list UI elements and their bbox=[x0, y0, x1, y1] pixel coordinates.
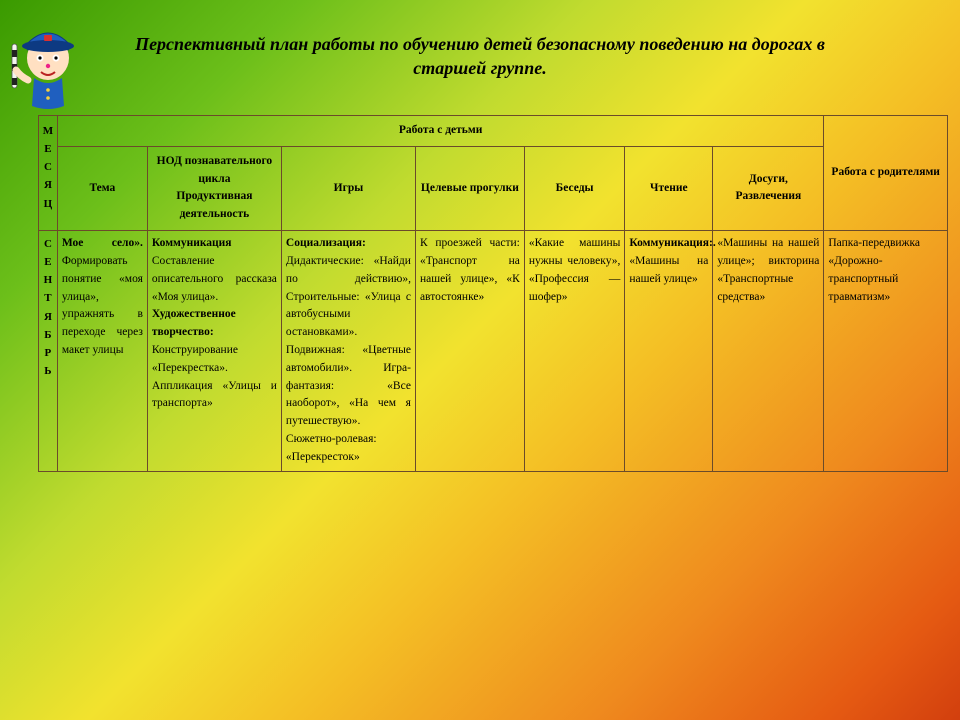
month-vertical-label: МЕСЯЦ bbox=[40, 122, 56, 213]
igry-text: Дидактические: «Найди по действию», Стро… bbox=[286, 255, 411, 463]
header-group-children: Работа с детьми bbox=[57, 116, 824, 147]
nod-text-2: Конструирование «Перекрестка». Аппликаци… bbox=[152, 344, 277, 409]
nod-heading-2: Художественное творчество: bbox=[152, 308, 236, 338]
cell-besedy: «Какие машины нужны человеку», «Професси… bbox=[524, 231, 625, 472]
cell-nod: Коммуникация Составление описательного р… bbox=[147, 231, 281, 472]
cell-progulki: К проезжей части: «Транспорт на нашей ул… bbox=[415, 231, 524, 472]
nod-text-1: Составление описательного рассказа «Моя … bbox=[152, 255, 277, 303]
header-month: МЕСЯЦ bbox=[39, 116, 58, 231]
nod-heading-1: Коммуникация bbox=[152, 237, 232, 249]
cell-dosugi: «Машины на нашей улице»; викторина «Тран… bbox=[713, 231, 824, 472]
cell-tema: Мое село». Формировать понятие «моя улиц… bbox=[57, 231, 147, 472]
plan-table: МЕСЯЦ Работа с детьми Работа с родителям… bbox=[38, 115, 948, 472]
plan-table-container: МЕСЯЦ Работа с детьми Работа с родителям… bbox=[38, 115, 948, 472]
header-group-parents: Работа с родителями bbox=[824, 116, 948, 231]
cell-roditeli: Папка-передвижка «Дорожно-транспортный т… bbox=[824, 231, 948, 472]
chtenie-text: «Машины на нашей улице» bbox=[629, 255, 708, 285]
header-nod: НОД познавательного цикла Продуктивная д… bbox=[147, 146, 281, 230]
header-progulki: Целевые прогулки bbox=[415, 146, 524, 230]
cell-igry: Социализация: Дидактические: «Найди по д… bbox=[281, 231, 415, 472]
header-chtenie: Чтение bbox=[625, 146, 713, 230]
header-dosugi: Досуги, Развлечения bbox=[713, 146, 824, 230]
page-title: Перспективный план работы по обучению де… bbox=[0, 32, 960, 81]
table-row: СЕНТЯБРЬ Мое село». Формировать понятие … bbox=[39, 231, 948, 472]
header-tema: Тема bbox=[57, 146, 147, 230]
chtenie-heading: Коммуникация:. bbox=[629, 237, 715, 249]
cell-chtenie: Коммуникация:. «Машины на нашей улице» bbox=[625, 231, 713, 472]
header-igry: Игры bbox=[281, 146, 415, 230]
tema-bold: Мое село». bbox=[62, 237, 143, 249]
igry-heading: Социализация: bbox=[286, 237, 366, 249]
row-month: СЕНТЯБРЬ bbox=[39, 231, 58, 472]
header-besedy: Беседы bbox=[524, 146, 625, 230]
month-vertical-value: СЕНТЯБРЬ bbox=[40, 235, 56, 380]
tema-text: Формировать понятие «моя улица», упражня… bbox=[62, 255, 143, 356]
